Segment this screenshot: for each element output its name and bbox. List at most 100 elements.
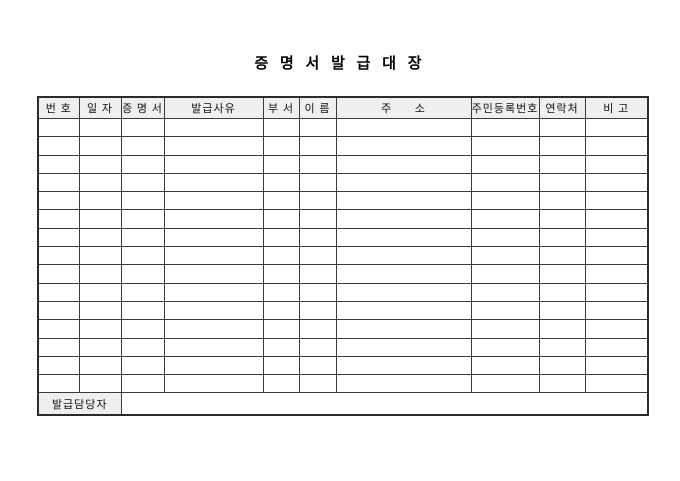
empty-cell	[120, 209, 165, 229]
empty-cell	[335, 282, 472, 302]
empty-cell	[335, 355, 472, 376]
empty-cell	[262, 117, 300, 138]
empty-cell	[298, 209, 337, 229]
empty-cell	[470, 355, 540, 376]
empty-cell	[163, 264, 264, 284]
empty-cell	[78, 264, 122, 284]
empty-data-row	[37, 172, 649, 193]
empty-cell	[538, 172, 586, 193]
empty-cell	[584, 209, 649, 229]
empty-cell	[584, 300, 649, 321]
empty-cell	[335, 191, 472, 211]
issuer-label-cell: 발급담당자	[37, 392, 122, 416]
empty-cell	[538, 117, 586, 138]
empty-cell	[538, 136, 586, 156]
empty-cell	[163, 117, 264, 138]
empty-cell	[470, 300, 540, 321]
header-row: 번 호 일 자 증 명 서 발급사유 부 서 이 름 주 소 주민등록번호 연락…	[37, 96, 649, 119]
empty-cell	[262, 191, 300, 211]
empty-cell	[37, 300, 80, 321]
empty-cell	[538, 319, 586, 339]
empty-data-row	[37, 300, 649, 321]
empty-cell	[584, 154, 649, 174]
empty-cell	[120, 300, 165, 321]
empty-data-row	[37, 374, 649, 394]
empty-cell	[470, 191, 540, 211]
empty-cell	[37, 319, 80, 339]
empty-cell	[120, 282, 165, 302]
empty-data-row	[37, 319, 649, 339]
empty-cell	[298, 154, 337, 174]
empty-cell	[78, 209, 122, 229]
empty-cell	[120, 172, 165, 193]
empty-cell	[262, 227, 300, 248]
empty-cell	[120, 154, 165, 174]
empty-cell	[163, 282, 264, 302]
empty-cell	[335, 300, 472, 321]
empty-data-row	[37, 154, 649, 174]
column-header-remarks: 비 고	[584, 96, 649, 119]
empty-cell	[262, 355, 300, 376]
empty-cell	[78, 172, 122, 193]
empty-cell	[538, 209, 586, 229]
empty-cell	[584, 136, 649, 156]
empty-cell	[78, 319, 122, 339]
empty-cell	[120, 374, 165, 394]
empty-cell	[298, 246, 337, 266]
empty-cell	[538, 300, 586, 321]
empty-cell	[37, 374, 80, 394]
empty-cell	[78, 227, 122, 248]
column-header-date: 일 자	[78, 96, 122, 119]
empty-cell	[120, 264, 165, 284]
empty-cell	[78, 282, 122, 302]
empty-cell	[470, 337, 540, 357]
empty-cell	[298, 227, 337, 248]
empty-cell	[37, 282, 80, 302]
empty-cell	[298, 264, 337, 284]
empty-cell	[262, 300, 300, 321]
empty-cell	[538, 154, 586, 174]
empty-cell	[298, 117, 337, 138]
empty-cell	[37, 355, 80, 376]
empty-cell	[262, 337, 300, 357]
empty-cell	[584, 337, 649, 357]
empty-cell	[470, 136, 540, 156]
empty-cell	[298, 355, 337, 376]
column-header-issue-reason: 발급사유	[163, 96, 264, 119]
empty-cell	[262, 172, 300, 193]
empty-cell	[78, 355, 122, 376]
empty-cell	[37, 117, 80, 138]
empty-cell	[298, 172, 337, 193]
empty-cell	[538, 282, 586, 302]
empty-cell	[78, 191, 122, 211]
empty-cell	[262, 264, 300, 284]
empty-cell	[37, 191, 80, 211]
empty-cell	[335, 154, 472, 174]
empty-cell	[470, 374, 540, 394]
empty-cell	[538, 337, 586, 357]
empty-cell	[584, 264, 649, 284]
empty-cell	[37, 337, 80, 357]
empty-cell	[335, 246, 472, 266]
empty-cell	[163, 246, 264, 266]
empty-data-row	[37, 227, 649, 248]
empty-cell	[538, 227, 586, 248]
empty-cell	[470, 117, 540, 138]
empty-cell	[298, 282, 337, 302]
empty-cell	[163, 227, 264, 248]
empty-cell	[37, 246, 80, 266]
empty-cell	[120, 355, 165, 376]
empty-cell	[262, 319, 300, 339]
document-title: 증 명 서 발 급 대 장	[254, 56, 426, 72]
empty-cell	[78, 337, 122, 357]
empty-cell	[163, 191, 264, 211]
empty-cell	[470, 264, 540, 284]
empty-cell	[538, 264, 586, 284]
empty-cell	[584, 319, 649, 339]
empty-cell	[163, 374, 264, 394]
empty-cell	[163, 319, 264, 339]
empty-cell	[37, 264, 80, 284]
empty-cell	[262, 374, 300, 394]
empty-cell	[470, 154, 540, 174]
